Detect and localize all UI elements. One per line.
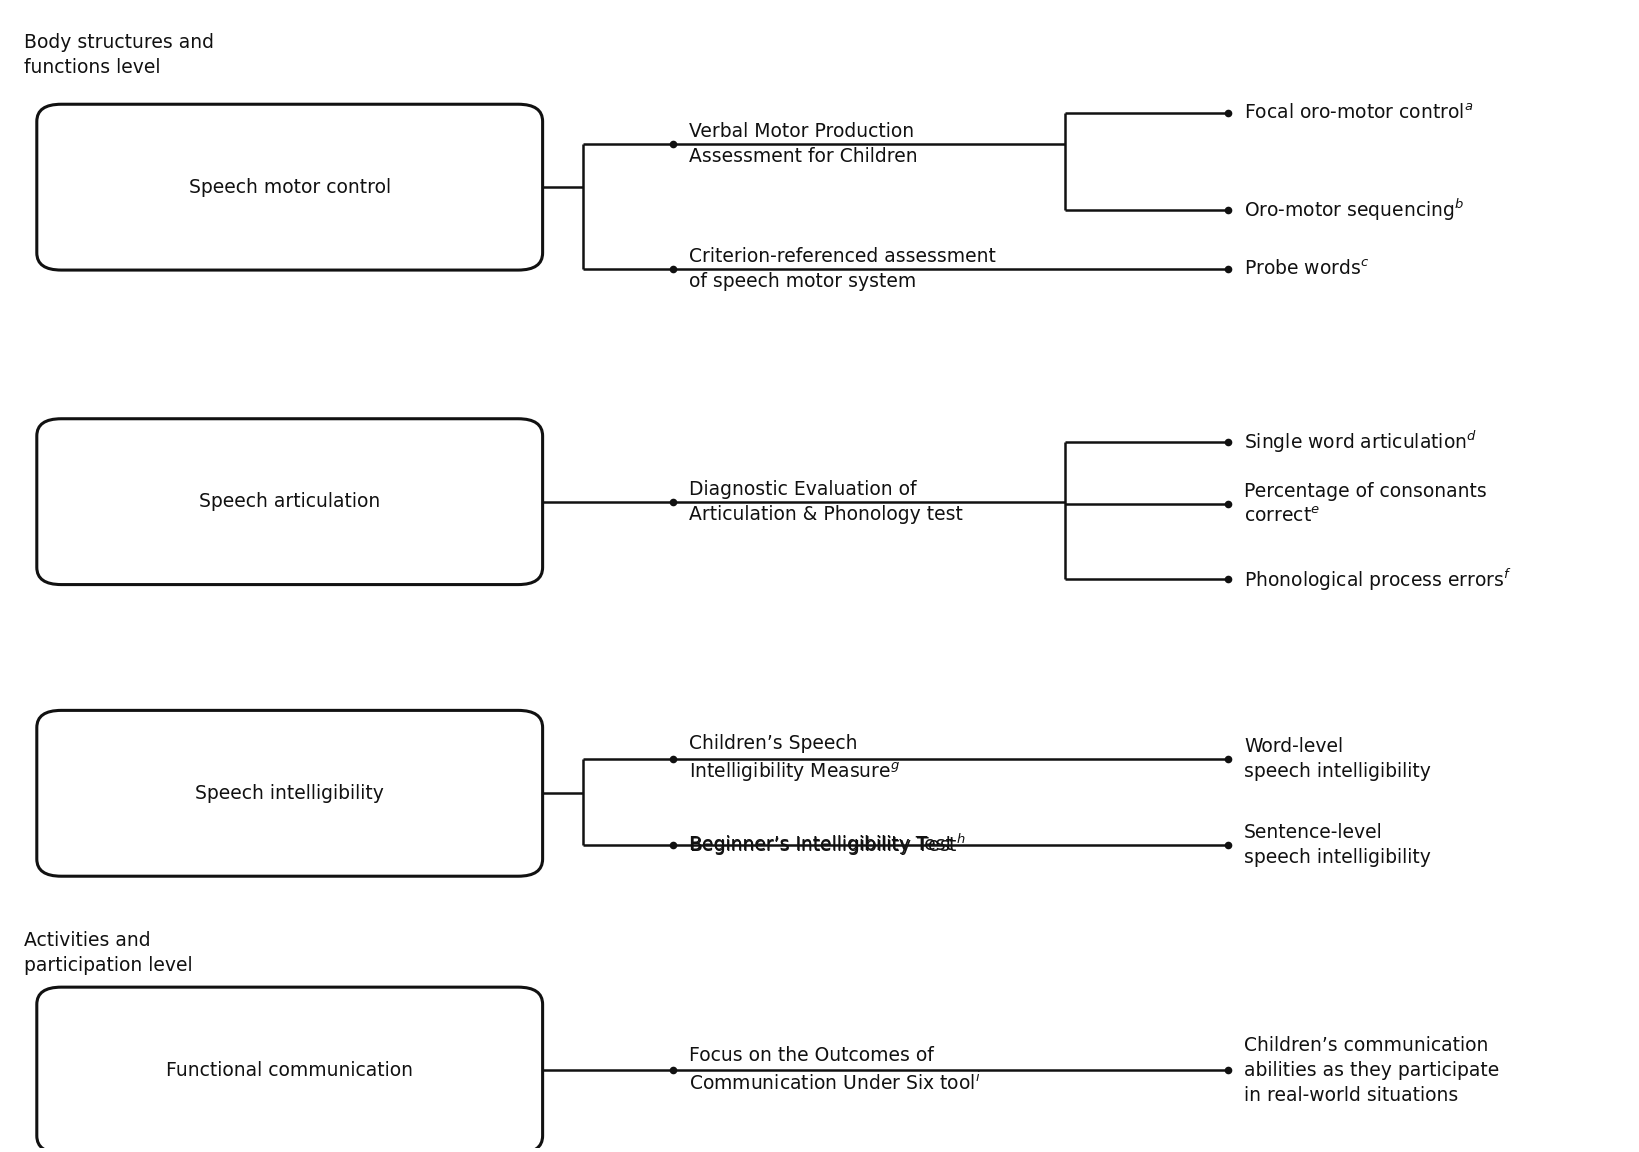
Text: Probe words$^{c}$: Probe words$^{c}$ <box>1244 260 1369 279</box>
Text: Functional communication: Functional communication <box>166 1061 413 1079</box>
FancyBboxPatch shape <box>36 418 543 584</box>
Text: Activities and
participation level: Activities and participation level <box>23 931 192 975</box>
Text: Phonological process errors$^{f}$: Phonological process errors$^{f}$ <box>1244 567 1511 592</box>
Text: Speech articulation: Speech articulation <box>198 492 380 511</box>
Text: Oro-motor sequencing$^{b}$: Oro-motor sequencing$^{b}$ <box>1244 197 1464 223</box>
FancyBboxPatch shape <box>36 987 543 1152</box>
FancyBboxPatch shape <box>36 711 543 877</box>
FancyBboxPatch shape <box>36 104 543 270</box>
Text: Speech intelligibility: Speech intelligibility <box>195 783 384 803</box>
Text: Criterion-referenced assessment
of speech motor system: Criterion-referenced assessment of speec… <box>688 248 997 291</box>
Text: Children’s communication
abilities as they participate
in real-world situations: Children’s communication abilities as th… <box>1244 1036 1498 1105</box>
Text: Sentence-level
speech intelligibility: Sentence-level speech intelligibility <box>1244 823 1431 866</box>
Text: Beginner’s Intelligibility Test$^{h}$: Beginner’s Intelligibility Test$^{h}$ <box>688 832 965 858</box>
Text: Body structures and
functions level: Body structures and functions level <box>23 32 213 77</box>
Text: Percentage of consonants
correct$^{e}$: Percentage of consonants correct$^{e}$ <box>1244 482 1487 526</box>
Text: Focal oro-motor control$^{a}$: Focal oro-motor control$^{a}$ <box>1244 104 1472 122</box>
Text: Verbal Motor Production
Assessment for Children: Verbal Motor Production Assessment for C… <box>688 122 918 166</box>
Text: Single word articulation$^{d}$: Single word articulation$^{d}$ <box>1244 429 1477 455</box>
Text: Word-level
speech intelligibility: Word-level speech intelligibility <box>1244 737 1431 781</box>
Text: Speech motor control: Speech motor control <box>188 177 390 197</box>
Text: Focus on the Outcomes of
Communication Under Six tool$^{i}$: Focus on the Outcomes of Communication U… <box>688 1046 980 1094</box>
Text: Diagnostic Evaluation of
Articulation & Phonology test: Diagnostic Evaluation of Articulation & … <box>688 479 962 524</box>
Text: Children’s Speech
Intelligibility Measure$^{g}$: Children’s Speech Intelligibility Measur… <box>688 734 900 783</box>
Text: Beginner’s Intelligibility Test: Beginner’s Intelligibility Test <box>688 835 952 855</box>
